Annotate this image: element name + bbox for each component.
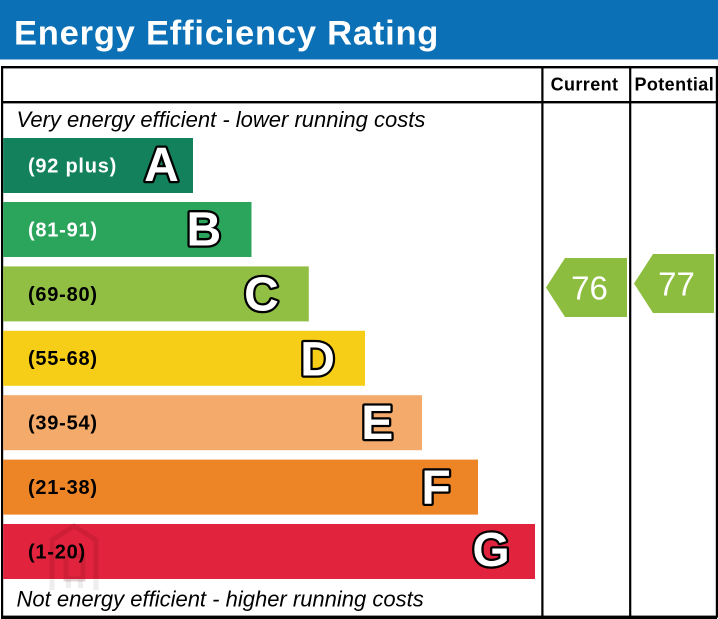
svg-text:Very energy efficient - lower: Very energy efficient - lower running co… (17, 107, 426, 132)
svg-text:C: C (244, 269, 279, 322)
svg-text:Energy Efficiency Rating: Energy Efficiency Rating (14, 15, 439, 53)
svg-text:Not energy efficient - higher: Not energy efficient - higher running co… (17, 587, 424, 612)
svg-text:76: 76 (571, 270, 608, 307)
svg-text:(1-20): (1-20) (28, 541, 86, 563)
svg-text:(55-68): (55-68) (28, 348, 98, 370)
svg-text:(21-38): (21-38) (28, 477, 98, 499)
svg-text:(69-80): (69-80) (28, 284, 98, 306)
svg-text:A: A (144, 139, 179, 192)
svg-text:77: 77 (658, 266, 695, 303)
svg-text:(92 plus): (92 plus) (28, 155, 117, 177)
svg-text:B: B (186, 203, 221, 256)
svg-text:E: E (361, 397, 393, 450)
svg-text:Current: Current (551, 75, 619, 95)
svg-text:Potential: Potential (634, 75, 714, 95)
svg-text:G: G (472, 524, 509, 577)
svg-text:(81-91): (81-91) (28, 219, 98, 241)
svg-text:(39-54): (39-54) (28, 413, 98, 435)
svg-text:F: F (421, 462, 450, 515)
svg-text:D: D (300, 334, 335, 387)
